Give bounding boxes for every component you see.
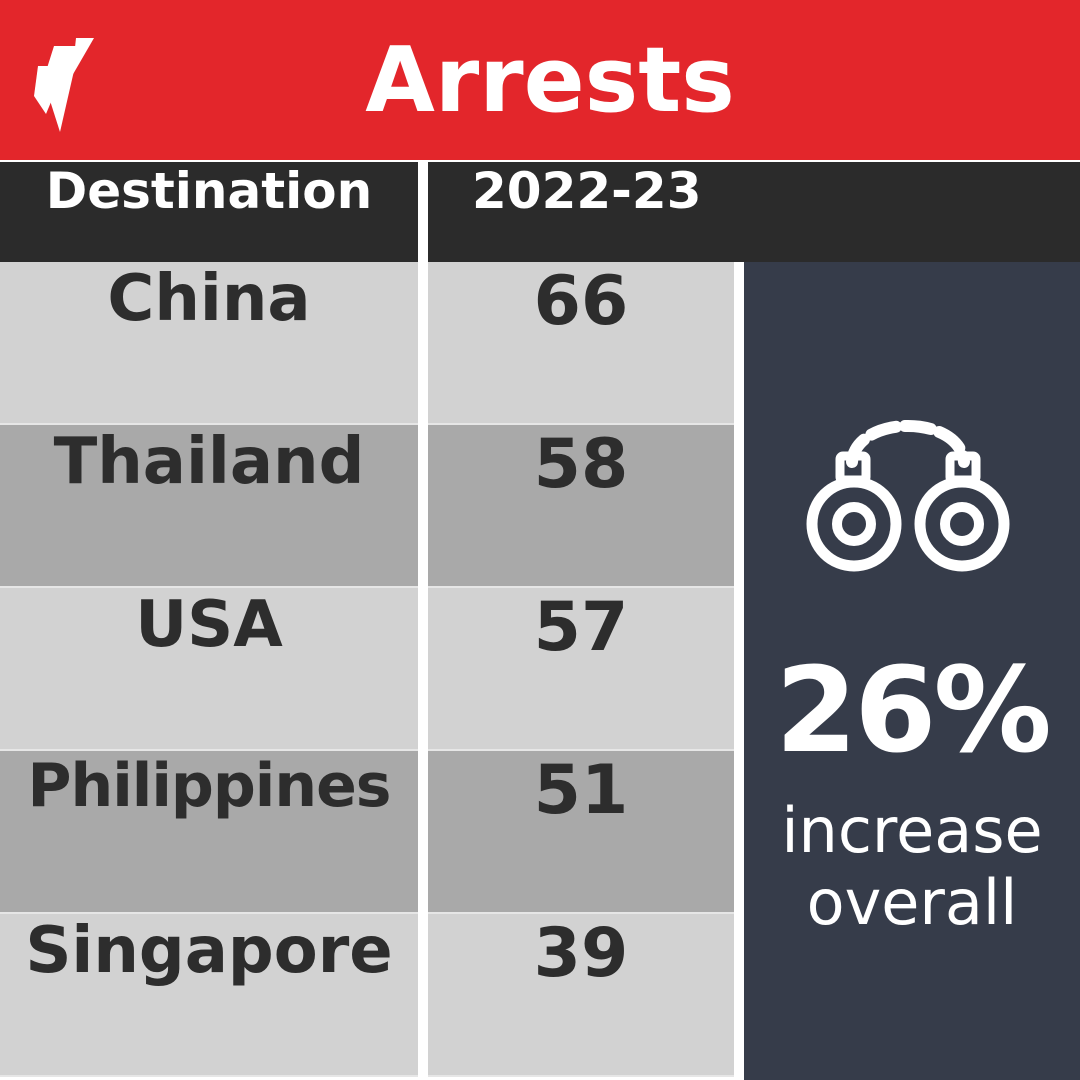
arrests-value-cell: 58: [533, 425, 629, 504]
destination-cell: Philippines: [27, 751, 392, 821]
destination-cell: USA: [135, 588, 283, 662]
sbs-logo-icon: [34, 38, 94, 132]
increase-caption-line1: increase: [781, 794, 1043, 867]
table-header: [0, 162, 1080, 262]
arrests-value-cell: 57: [533, 588, 629, 667]
chart-title: Arrests: [365, 28, 735, 133]
destination-cell: China: [107, 262, 311, 336]
table-row: Thailand 58: [0, 425, 734, 588]
arrests-value-cell: 51: [533, 751, 629, 830]
increase-percentage: 26%: [775, 641, 1051, 779]
row-divider: [0, 749, 734, 751]
summary-panel: [744, 262, 1080, 1080]
destination-cell: Thailand: [53, 425, 365, 499]
row-divider: [0, 586, 734, 588]
row-divider: [0, 1075, 734, 1077]
table-row: Singapore 39: [0, 914, 734, 1077]
table-row: Philippines 51: [0, 751, 734, 914]
table-row: China 66: [0, 262, 734, 425]
panel-divider: [734, 262, 744, 1080]
table-row: USA 57: [0, 588, 734, 751]
handcuffs-icon: [806, 420, 1010, 572]
column-divider: [418, 162, 428, 1080]
destination-cell: Singapore: [25, 914, 393, 988]
column-header-destination: Destination: [45, 162, 373, 220]
arrests-value-cell: 39: [533, 914, 629, 993]
row-divider: [0, 423, 734, 425]
row-divider: [0, 912, 734, 914]
increase-caption-line2: overall: [806, 866, 1018, 939]
title-banner: [0, 0, 1080, 160]
arrests-value-cell: 66: [533, 262, 629, 341]
column-header-year: 2022-23: [472, 162, 702, 220]
